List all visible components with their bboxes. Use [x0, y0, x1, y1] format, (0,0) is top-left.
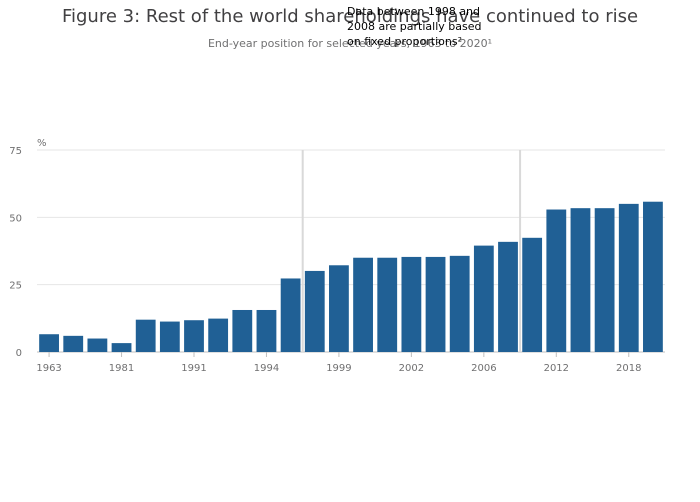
bar-1991[interactable]: [184, 320, 204, 352]
bar-2006[interactable]: [473, 245, 494, 352]
x-tick-label: 1963: [36, 363, 61, 374]
bar-1997[interactable]: [280, 278, 301, 352]
bar-2003[interactable]: [425, 256, 446, 352]
bar-1963[interactable]: [39, 334, 59, 352]
bar-2020[interactable]: [643, 201, 663, 352]
x-tick-label: 2012: [544, 363, 569, 374]
bar-2010[interactable]: [522, 237, 543, 352]
bar-2012[interactable]: [546, 209, 567, 352]
bar-1981[interactable]: [111, 343, 132, 352]
bar-2016[interactable]: [594, 208, 615, 352]
y-tick-label: 0: [16, 348, 22, 359]
bars: [39, 201, 663, 352]
x-tick-label: 2006: [471, 363, 496, 374]
reference-lines: [301, 150, 522, 352]
bar-2018[interactable]: [618, 203, 639, 352]
chart-title: Figure 3: Rest of the world shareholding…: [61, 6, 639, 27]
bar-1994[interactable]: [256, 309, 277, 352]
y-axis: 0 25 50 75: [9, 146, 22, 359]
x-tick-label: 2018: [616, 363, 641, 374]
bar-1998[interactable]: [304, 270, 325, 352]
y-tick-label: 25: [9, 281, 22, 292]
bar-2001[interactable]: [377, 257, 398, 352]
bar-2014[interactable]: [570, 208, 591, 352]
chart-subtitle: End-year position for selected years, 19…: [207, 37, 493, 50]
bar-2002[interactable]: [401, 256, 422, 352]
y-tick-label: 75: [9, 146, 22, 157]
bar-2000[interactable]: [353, 257, 373, 352]
bar-1999[interactable]: [329, 265, 349, 352]
x-tick-label: 1999: [326, 363, 351, 374]
chart-annotation: Data between 1998 and 2008 are partially…: [347, 5, 482, 48]
bar-1993[interactable]: [232, 309, 253, 352]
y-tick-label: 50: [9, 213, 22, 224]
bar-2004[interactable]: [449, 255, 470, 352]
bar-1969[interactable]: [63, 335, 84, 352]
x-tick-label: 1994: [254, 363, 279, 374]
y-axis-unit-label: %: [37, 138, 47, 149]
x-axis: 1963 1981 1991 1994 1999 2002 2006 2012 2018: [36, 352, 641, 374]
bar-2008[interactable]: [498, 241, 518, 352]
x-tick-label: 1981: [109, 363, 134, 374]
x-tick-label: 1991: [181, 363, 206, 374]
bar-1992[interactable]: [208, 318, 229, 352]
bar-1989[interactable]: [135, 319, 156, 352]
x-tick-label: 2002: [399, 363, 424, 374]
bar-1990[interactable]: [159, 321, 180, 352]
bar-1975[interactable]: [87, 338, 108, 352]
